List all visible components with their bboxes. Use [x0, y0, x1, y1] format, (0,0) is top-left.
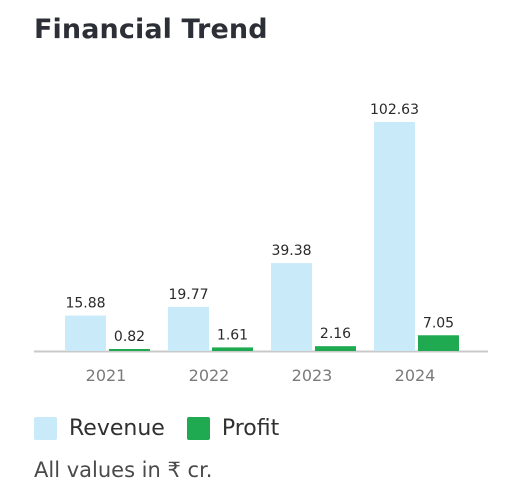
revenue-bar	[168, 306, 209, 351]
profit-value-label: 1.61	[217, 327, 248, 343]
revenue-value-label: 15.88	[65, 296, 105, 312]
profit-bar	[109, 349, 150, 351]
legend-label-profit: Profit	[221, 416, 280, 441]
x-tick-label: 2022	[189, 366, 230, 385]
profit-value-label: 2.16	[320, 326, 351, 342]
units-footnote: All values in ₹ cr.	[34, 458, 213, 482]
revenue-value-label: 19.77	[168, 287, 208, 303]
bar-chart: 15.88 0.82 2021 19.77 1.61 2022 39.38 2.16 2023 1…	[34, 102, 488, 385]
legend-item-revenue: Revenue	[34, 416, 165, 441]
revenue-bar	[65, 315, 106, 351]
profit-value-label: 7.05	[423, 315, 454, 331]
profit-bar	[212, 347, 253, 351]
chart-title: Financial Trend	[34, 14, 268, 45]
x-tick-label: 2024	[395, 366, 436, 385]
profit-bar	[418, 335, 459, 351]
chart-legend: Revenue Profit	[34, 416, 301, 441]
revenue-value-label: 102.63	[370, 102, 419, 118]
profit-bar	[315, 346, 356, 351]
revenue-swatch	[34, 417, 57, 440]
revenue-bar	[271, 263, 312, 351]
revenue-value-label: 39.38	[271, 243, 311, 259]
profit-value-label: 0.82	[114, 329, 145, 345]
x-tick-label: 2021	[86, 366, 127, 385]
revenue-bar	[374, 122, 415, 351]
legend-label-revenue: Revenue	[69, 416, 165, 441]
legend-item-profit: Profit	[186, 416, 280, 441]
x-tick-label: 2023	[292, 366, 333, 385]
profit-swatch	[186, 417, 210, 440]
